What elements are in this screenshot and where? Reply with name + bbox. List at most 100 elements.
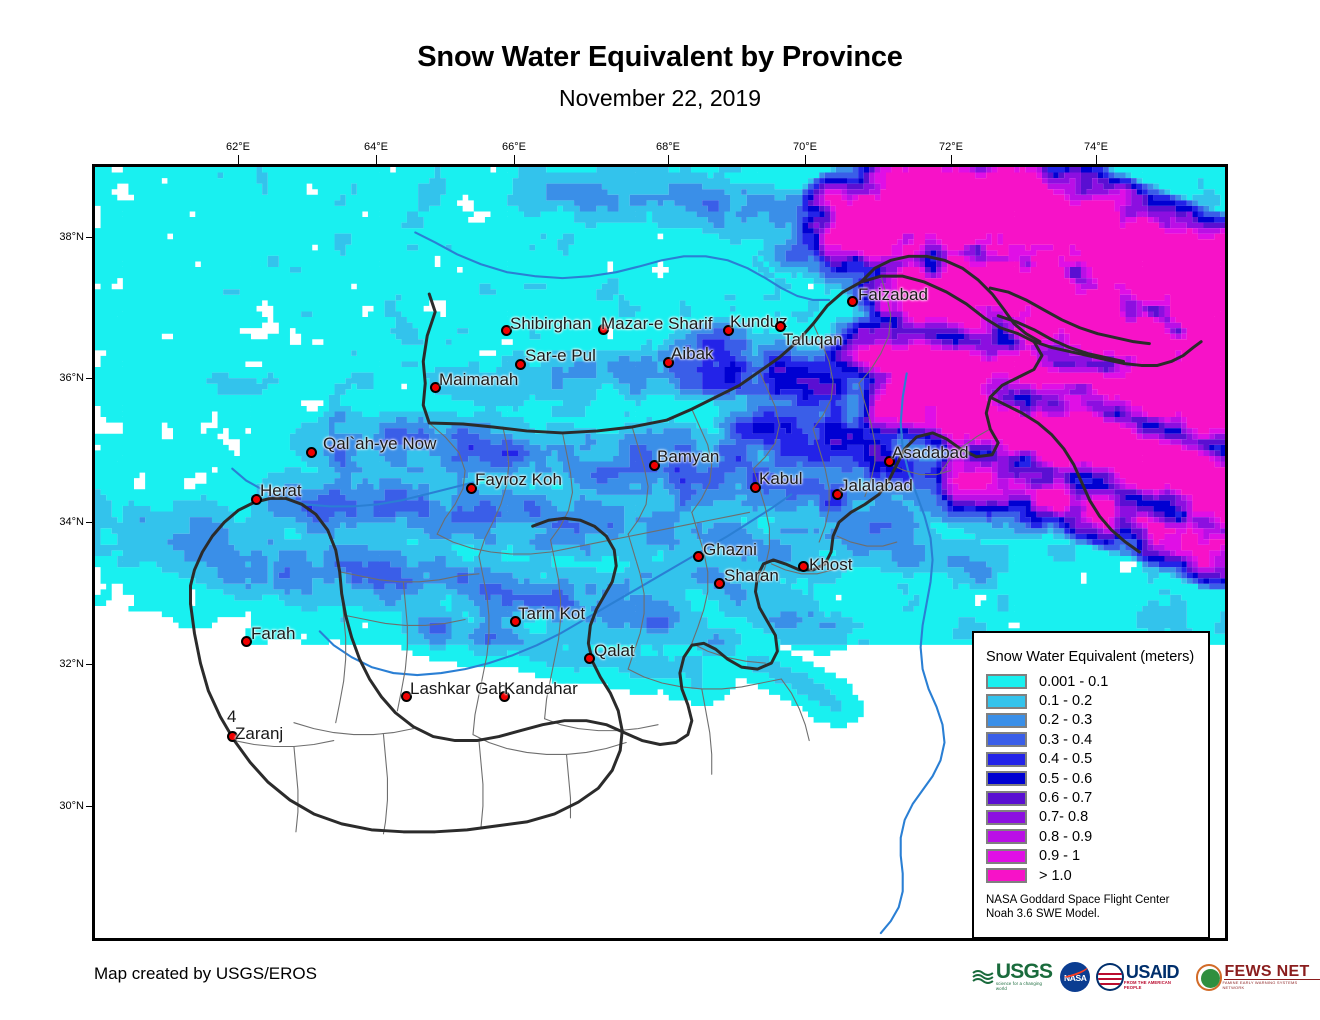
swe-class-4 — [306, 167, 1225, 584]
longitude-label: 70°E — [793, 141, 817, 153]
swe-raster-map[interactable] — [95, 167, 1225, 938]
city-marker-dot[interactable] — [509, 615, 521, 627]
province-path — [627, 533, 645, 670]
city-marker-dot[interactable] — [662, 356, 674, 368]
province-path — [396, 581, 408, 712]
legend-color-swatch — [986, 732, 1027, 748]
swe-class-6 — [774, 167, 1225, 579]
latitude-label: 32°N — [59, 658, 84, 670]
country-path — [996, 314, 1126, 363]
city-marker-dot[interactable] — [240, 635, 252, 647]
longitude-label: 72°E — [939, 141, 963, 153]
city-marker-dot[interactable] — [648, 459, 660, 471]
province-path — [478, 739, 484, 829]
fews-net-wordmark: FEWS NET — [1224, 964, 1320, 980]
legend-range-label: 0.001 - 0.1 — [1039, 673, 1109, 690]
city-label: Kunduz — [730, 312, 788, 331]
longitude-tick — [668, 155, 669, 164]
city-label: Mazar-e Sharif — [601, 314, 713, 333]
city-label: Aibak — [671, 344, 714, 363]
map-credit: Map created by USGS/EROS — [94, 964, 317, 983]
city-label: Asadabad — [892, 443, 969, 462]
legend-color-swatch — [986, 712, 1027, 728]
usaid-tagline: FROM THE AMERICAN PEOPLE — [1123, 980, 1172, 990]
country-path — [189, 516, 624, 834]
city-label: Herat — [260, 481, 302, 500]
province-path — [836, 535, 898, 547]
city-marker-dot[interactable] — [692, 550, 704, 562]
province-path — [812, 323, 834, 430]
longitude-label: 62°E — [226, 141, 250, 153]
usgs-tagline: science for a changing world — [995, 981, 1043, 991]
city-marker-dot[interactable] — [250, 493, 262, 505]
city-marker-dot[interactable] — [722, 324, 734, 336]
legend-range-label: 0.4 - 0.5 — [1039, 751, 1093, 768]
longitude-tick — [951, 155, 952, 164]
legend-color-swatch — [986, 674, 1027, 690]
city-label: Jalalabad — [840, 476, 913, 495]
longitude-tick — [238, 155, 239, 164]
city-marker-dot[interactable] — [774, 320, 786, 332]
city-marker-dot[interactable] — [597, 323, 609, 335]
city-label: Kandahar — [504, 679, 578, 698]
city-marker-dot[interactable] — [846, 295, 858, 307]
longitude-label: 66°E — [502, 141, 526, 153]
usaid-seal-icon — [1096, 963, 1124, 991]
city-label: Farah — [251, 624, 296, 643]
rivers-path — [318, 493, 793, 677]
province-path — [858, 382, 876, 497]
province-path — [293, 745, 299, 833]
usgs-logo: USGS science for a changing world — [972, 960, 1054, 994]
usaid-wordmark: USAID — [1125, 962, 1180, 982]
province-path — [544, 718, 659, 732]
swe-class-1 — [95, 167, 1225, 712]
city-marker-dot[interactable] — [883, 455, 895, 467]
legend-color-swatch — [986, 693, 1027, 709]
longitude-label: 74°E — [1084, 141, 1108, 153]
latitude-label: 36°N — [59, 372, 84, 384]
swe-class-5 — [724, 167, 1225, 584]
rivers-path — [231, 467, 475, 508]
swe-class-8 — [819, 167, 1225, 573]
city-label: Faizabad — [858, 285, 928, 304]
swe-class-0 — [95, 167, 1225, 729]
city-marker-dot[interactable] — [583, 652, 595, 664]
city-marker-dot[interactable] — [500, 324, 512, 336]
latitude-label: 30°N — [59, 800, 84, 812]
swe-class-7 — [813, 167, 1225, 579]
province-path — [691, 511, 709, 644]
legend-color-swatch — [986, 790, 1027, 806]
city-marker-dot[interactable] — [749, 481, 761, 493]
longitude-label: 64°E — [364, 141, 388, 153]
country-path — [1032, 340, 1203, 367]
city-label: Khost — [809, 555, 853, 574]
province-path — [472, 734, 627, 755]
city-label: Lashkar Gah — [410, 679, 508, 698]
legend-row: 0.8 - 0.9 — [986, 827, 1208, 846]
city-marker-dot[interactable] — [498, 690, 510, 702]
agency-logos: USGS science for a changing world NASA U… — [972, 958, 1320, 996]
legend-range-label: 0.6 - 0.7 — [1039, 790, 1093, 807]
map-canvas-frame[interactable]: Shibirghan Mazar-e Sharif Kunduz Faizabad Ta… — [92, 164, 1228, 941]
latitude-label: 38°N — [59, 231, 84, 243]
longitude-label: 68°E — [656, 141, 680, 153]
map-legend: Snow Water Equivalent (meters) 0.001 - 0… — [972, 631, 1210, 938]
legend-range-label: > 1.0 — [1039, 867, 1072, 884]
city-marker-dot[interactable] — [400, 690, 412, 702]
city-marker-dot[interactable] — [514, 358, 526, 370]
city-marker-dot[interactable] — [831, 488, 843, 500]
legend-range-label: 0.8 - 0.9 — [1039, 828, 1093, 845]
city-marker-dot[interactable] — [305, 446, 317, 458]
rivers-path — [414, 231, 831, 302]
city-marker-dot[interactable] — [226, 730, 238, 742]
page-subtitle: November 22, 2019 — [558, 85, 761, 111]
province-path — [565, 753, 572, 819]
rivers-layer — [231, 231, 946, 935]
city-marker-dot[interactable] — [429, 381, 441, 393]
legend-color-swatch — [986, 751, 1027, 767]
city-marker-dot[interactable] — [713, 577, 725, 589]
city-marker-dot[interactable] — [797, 560, 809, 572]
city-marker-dot[interactable] — [465, 482, 477, 494]
province-path — [544, 539, 562, 720]
legend-row: 0.4 - 0.5 — [986, 750, 1208, 769]
